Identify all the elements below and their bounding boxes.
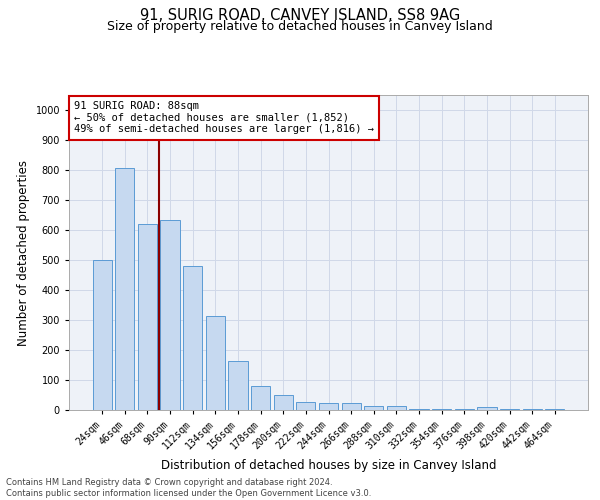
Bar xyxy=(523,409,542,410)
Text: 91, SURIG ROAD, CANVEY ISLAND, SS8 9AG: 91, SURIG ROAD, CANVEY ISLAND, SS8 9AG xyxy=(140,8,460,22)
Bar xyxy=(477,407,497,410)
Bar xyxy=(319,404,338,410)
Bar xyxy=(206,316,225,410)
Bar xyxy=(274,395,293,410)
Text: Contains HM Land Registry data © Crown copyright and database right 2024.
Contai: Contains HM Land Registry data © Crown c… xyxy=(6,478,371,498)
Bar xyxy=(409,409,428,410)
Bar xyxy=(251,386,270,410)
Bar xyxy=(364,406,383,410)
Y-axis label: Number of detached properties: Number of detached properties xyxy=(17,160,30,346)
Bar xyxy=(229,361,248,410)
Bar xyxy=(183,266,202,410)
Bar xyxy=(500,409,519,410)
Bar xyxy=(545,409,565,410)
Bar xyxy=(341,404,361,410)
Bar xyxy=(387,406,406,410)
X-axis label: Distribution of detached houses by size in Canvey Island: Distribution of detached houses by size … xyxy=(161,460,496,472)
Bar xyxy=(432,409,451,410)
Bar xyxy=(138,224,157,410)
Text: 91 SURIG ROAD: 88sqm
← 50% of detached houses are smaller (1,852)
49% of semi-de: 91 SURIG ROAD: 88sqm ← 50% of detached h… xyxy=(74,102,374,134)
Bar xyxy=(115,168,134,410)
Bar xyxy=(296,402,316,410)
Bar xyxy=(160,220,180,410)
Bar xyxy=(92,260,112,410)
Text: Size of property relative to detached houses in Canvey Island: Size of property relative to detached ho… xyxy=(107,20,493,33)
Bar xyxy=(455,409,474,410)
